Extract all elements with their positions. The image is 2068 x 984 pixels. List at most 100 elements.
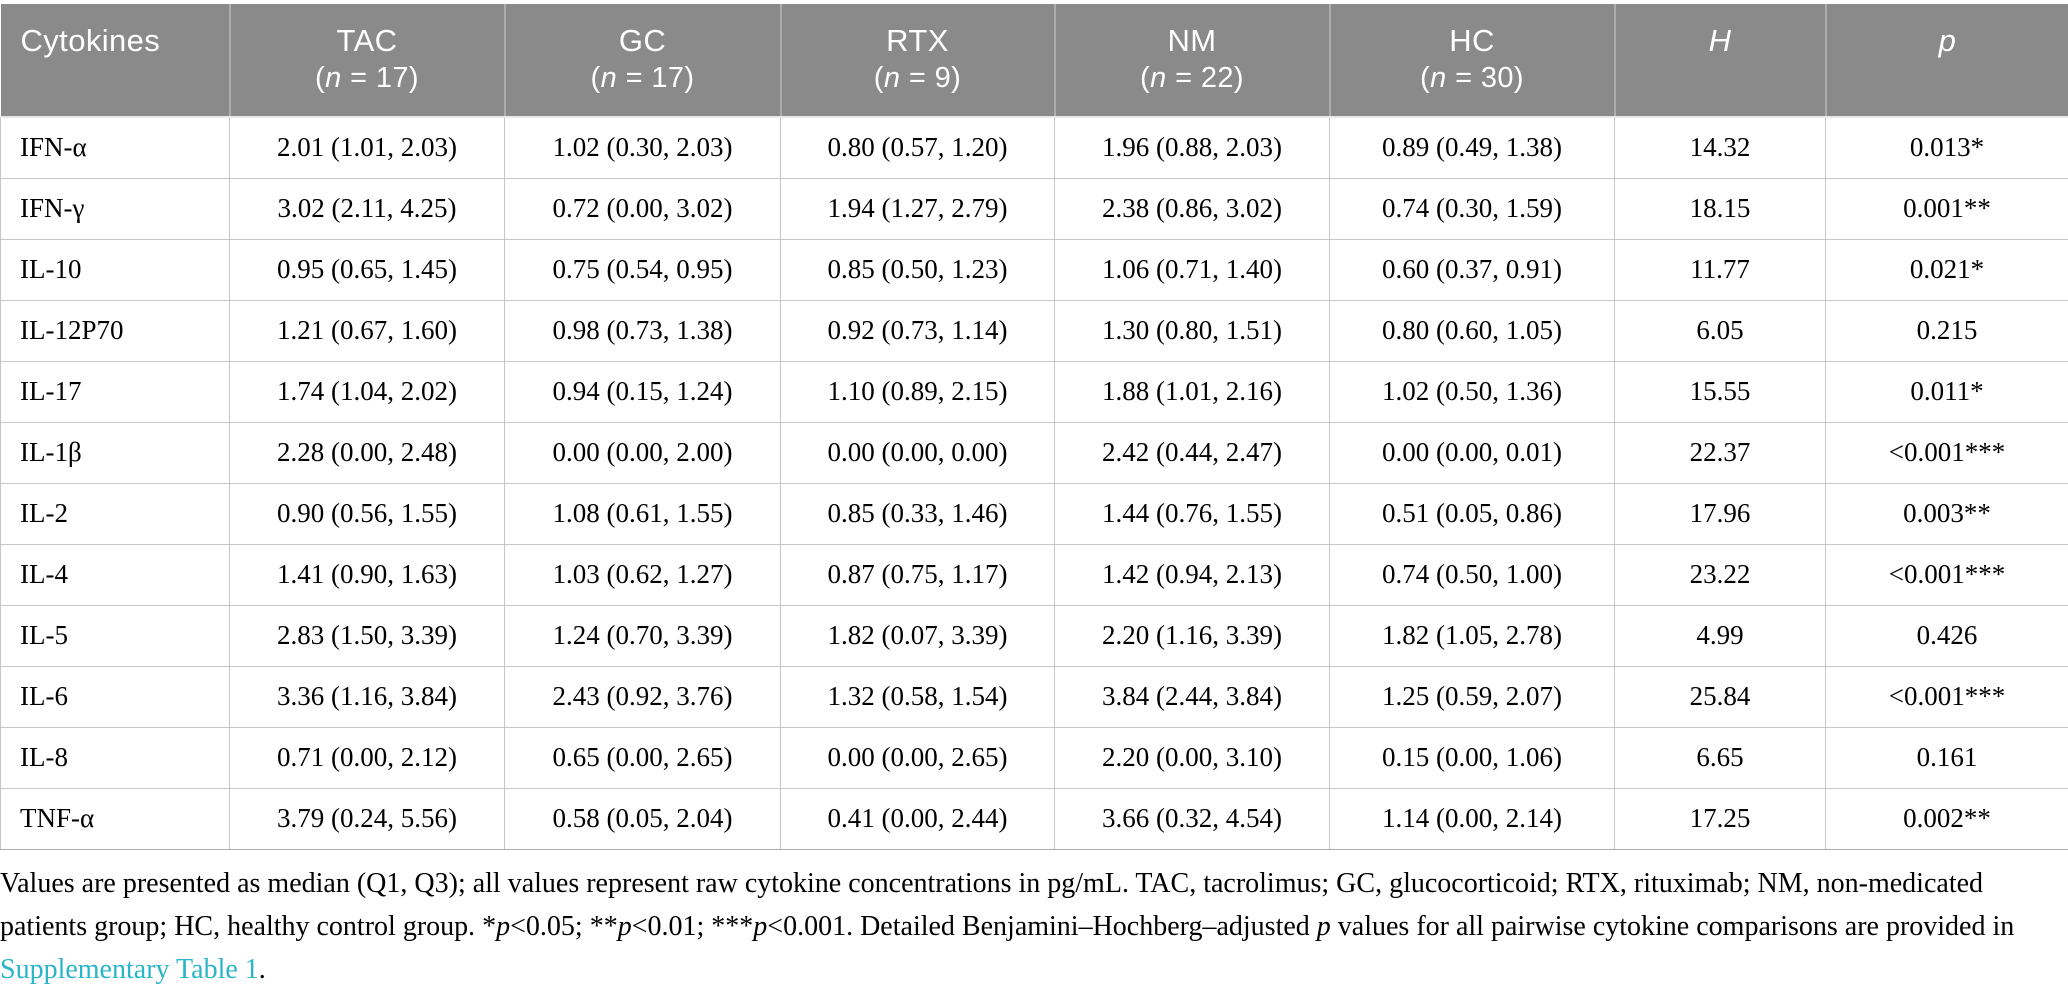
rtx-cell: 0.80 (0.57, 1.20) [780,116,1055,179]
nm-cell: 1.30 (0.80, 1.51) [1054,299,1330,362]
tac-cell: 3.36 (1.16, 3.84) [229,665,505,728]
cytokine-cell: IL-6 [0,665,230,728]
table-row: IL-4 1.41 (0.90, 1.63) 1.03 (0.62, 1.27) 0.… [0,543,2068,606]
header-rtx: RTX (n = 9) [780,4,1056,118]
nm-cell: 1.42 (0.94, 2.13) [1054,543,1330,606]
p-cell: <0.001*** [1825,421,2068,484]
table-row: IL-5 2.83 (1.50, 3.39) 1.24 (0.70, 3.39) 1.… [0,604,2068,667]
header-row: Cytokines TAC (n = 17) GC (n = 17) RTX (… [0,4,2068,118]
cytokine-cell: IL-12P70 [0,299,230,362]
footnote-text: . [258,953,266,984]
table-header: Cytokines TAC (n = 17) GC (n = 17) RTX (… [0,4,2068,118]
nm-cell: 1.44 (0.76, 1.55) [1054,482,1330,545]
nm-cell: 2.38 (0.86, 3.02) [1054,177,1330,240]
footnote-text: Values are presented as median (Q1, Q3);… [0,867,1984,942]
gc-cell: 1.02 (0.30, 2.03) [504,116,781,179]
hc-cell: 0.15 (0.00, 1.06) [1329,726,1615,789]
table-row: IL-8 0.71 (0.00, 2.12) 0.65 (0.00, 2.65) 0.… [0,726,2068,789]
rtx-cell: 0.00 (0.00, 0.00) [780,421,1055,484]
gc-cell: 0.75 (0.54, 0.95) [504,238,781,301]
tac-cell: 2.01 (1.01, 2.03) [229,116,505,179]
header-n-label: (n = 17) [590,62,695,94]
table-body: IFN-α 2.01 (1.01, 2.03) 1.02 (0.30, 2.03) 0… [0,116,2068,850]
supplementary-table-link[interactable]: Supplementary Table 1 [0,953,259,984]
header-tac: TAC (n = 17) [229,4,506,118]
table-row: IL-6 3.36 (1.16, 3.84) 2.43 (0.92, 3.76) 1.… [0,665,2068,728]
header-label: HC [1449,23,1495,58]
header-hc: HC (n = 30) [1329,4,1616,118]
nm-cell: 2.20 (1.16, 3.39) [1054,604,1330,667]
table-row: IL-17 1.74 (1.04, 2.02) 0.94 (0.15, 1.24) 1… [0,360,2068,423]
table-row: IFN-α 2.01 (1.01, 2.03) 1.02 (0.30, 2.03) 0… [0,116,2068,179]
header-gc: GC (n = 17) [504,4,782,118]
tac-cell: 0.71 (0.00, 2.12) [229,726,505,789]
header-nm: NM (n = 22) [1054,4,1331,118]
h-cell: 17.96 [1614,482,1826,545]
rtx-cell: 1.94 (1.27, 2.79) [780,177,1055,240]
tac-cell: 2.28 (0.00, 2.48) [229,421,505,484]
nm-cell: 1.06 (0.71, 1.40) [1054,238,1330,301]
hc-cell: 1.02 (0.50, 1.36) [1329,360,1615,423]
hc-cell: 0.80 (0.60, 1.05) [1329,299,1615,362]
cytokine-cell: IL-8 [0,726,230,789]
cytokine-cell: IL-5 [0,604,230,667]
header-n-label: (n = 30) [1420,62,1524,94]
rtx-cell: 0.85 (0.33, 1.46) [780,482,1055,545]
header-label: NM [1167,23,1217,58]
tac-cell: 3.79 (0.24, 5.56) [229,787,505,850]
gc-cell: 2.43 (0.92, 3.76) [504,665,781,728]
h-cell: 14.32 [1614,116,1826,179]
hc-cell: 0.89 (0.49, 1.38) [1329,116,1615,179]
hc-cell: 0.60 (0.37, 0.91) [1329,238,1615,301]
table-row: IFN-γ 3.02 (2.11, 4.25) 0.72 (0.00, 3.02) 1… [0,177,2068,240]
p-cell: 0.215 [1825,299,2068,362]
header-label: TAC [336,23,398,58]
tac-cell: 1.41 (0.90, 1.63) [229,543,505,606]
hc-cell: 0.00 (0.00, 0.01) [1329,421,1615,484]
table-row: IL-12P70 1.21 (0.67, 1.60) 0.98 (0.73, 1.3… [0,299,2068,362]
cytokine-cell: IFN-γ [0,177,230,240]
cytokine-cell: IL-1β [0,421,230,484]
footnote-text: <0.01; *** [631,910,754,942]
hc-cell: 1.82 (1.05, 2.78) [1329,604,1615,667]
table-row: IL-1β 2.28 (0.00, 2.48) 0.00 (0.00, 2.00) 0… [0,421,2068,484]
p-cell: 0.013* [1825,116,2068,179]
tac-cell: 3.02 (2.11, 4.25) [229,177,505,240]
nm-cell: 1.88 (1.01, 2.16) [1054,360,1330,423]
cytokine-cell: IL-4 [0,543,230,606]
p-cell: 0.021* [1825,238,2068,301]
header-label: p [1938,23,1957,58]
hc-cell: 0.74 (0.50, 1.00) [1329,543,1615,606]
gc-cell: 1.08 (0.61, 1.55) [504,482,781,545]
cytokine-cell: IL-17 [0,360,230,423]
tac-cell: 0.95 (0.65, 1.45) [229,238,505,301]
nm-cell: 3.84 (2.44, 3.84) [1054,665,1330,728]
gc-cell: 0.00 (0.00, 2.00) [504,421,781,484]
cytokine-cell: IL-2 [0,482,230,545]
header-p-value: p [1825,4,2068,118]
hc-cell: 1.14 (0.00, 2.14) [1329,787,1615,850]
footnote-italic-p: p [1316,910,1331,942]
gc-cell: 0.94 (0.15, 1.24) [504,360,781,423]
gc-cell: 1.24 (0.70, 3.39) [504,604,781,667]
gc-cell: 0.72 (0.00, 3.02) [504,177,781,240]
header-label: RTX [886,23,949,58]
nm-cell: 1.96 (0.88, 2.03) [1054,116,1330,179]
header-cytokines: Cytokines [0,4,231,118]
hc-cell: 0.51 (0.05, 0.86) [1329,482,1615,545]
nm-cell: 2.42 (0.44, 2.47) [1054,421,1330,484]
h-cell: 15.55 [1614,360,1826,423]
footnote-italic-p: p [617,910,632,942]
header-label: Cytokines [20,23,161,58]
cytokine-cell: IFN-α [0,116,230,179]
h-cell: 17.25 [1614,787,1826,850]
gc-cell: 1.03 (0.62, 1.27) [504,543,781,606]
footnote-italic-p: p [753,910,768,942]
p-cell: <0.001*** [1825,665,2068,728]
p-cell: 0.001** [1825,177,2068,240]
hc-cell: 1.25 (0.59, 2.07) [1329,665,1615,728]
footnote-text: <0.05; ** [510,910,618,942]
h-cell: 6.05 [1614,299,1826,362]
rtx-cell: 0.87 (0.75, 1.17) [780,543,1055,606]
